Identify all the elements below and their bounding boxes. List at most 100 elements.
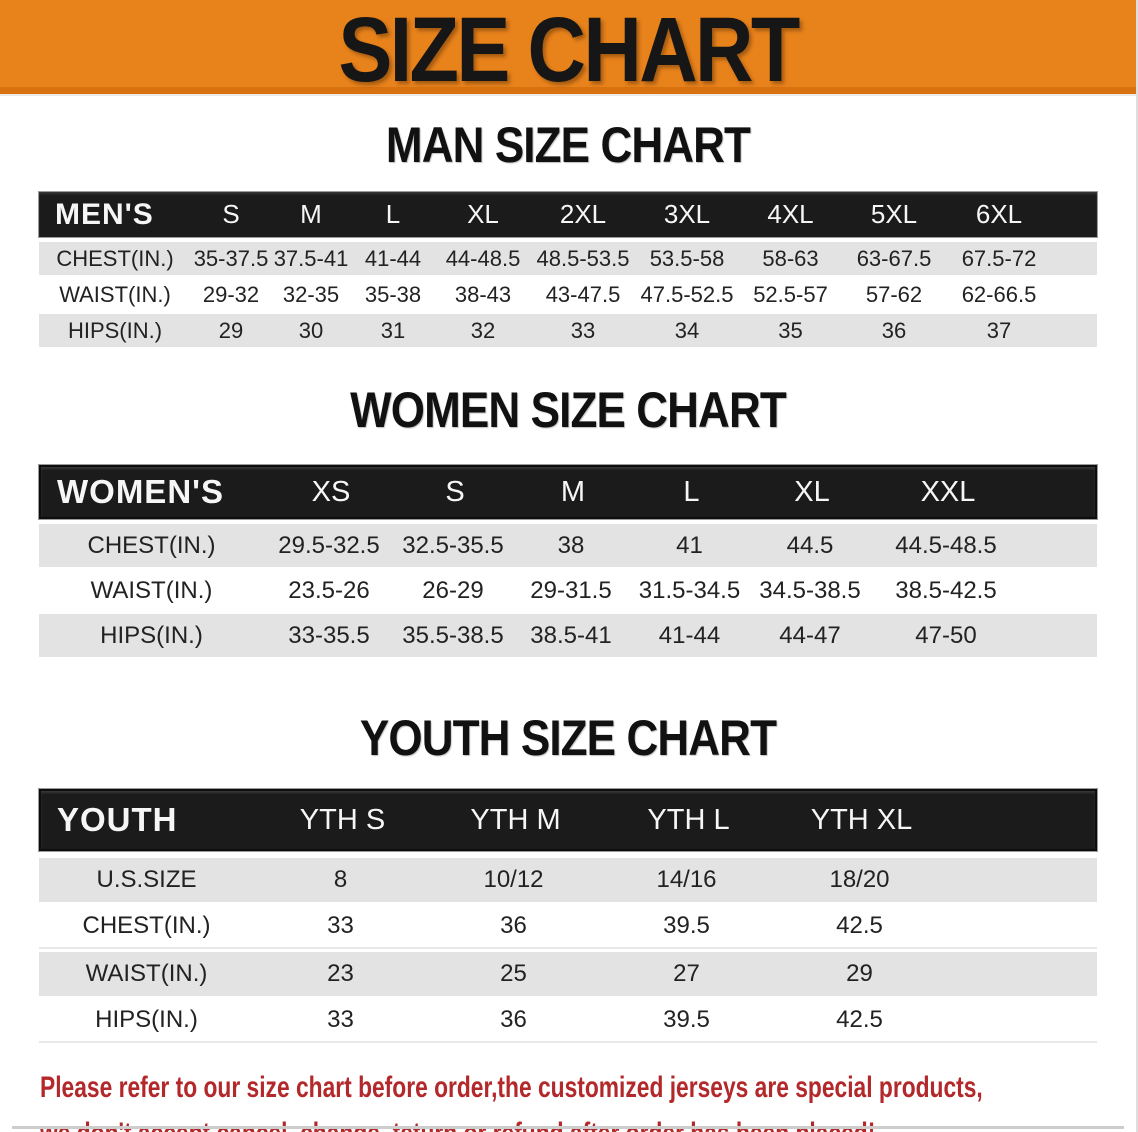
women-row-label: CHEST(IN.) xyxy=(87,531,216,559)
women-table-row: WAIST(IN.) 23.5-26 26-29 29-31.5 31.5-34.5 34… xyxy=(39,569,1097,612)
women-value-cell: 38.5-42.5 xyxy=(895,576,997,604)
youth-header-label: YOUTH xyxy=(57,801,178,838)
men-value-cell: 43-47.5 xyxy=(545,281,621,307)
youth-value-cell: 25 xyxy=(500,960,527,987)
women-value-cell: 31.5-34.5 xyxy=(638,576,741,604)
women-value-cell: 47-50 xyxy=(915,621,977,649)
youth-value-cell: 18/20 xyxy=(829,866,890,893)
men-value-cell: 35 xyxy=(778,317,803,343)
men-section-heading: MAN SIZE CHART xyxy=(385,117,751,173)
women-size-table: WOMEN'S XS S M L XL XXL CHEST(IN.) 29.5-32.5 32.5… xyxy=(39,465,1097,657)
men-table-row: WAIST(IN.) 29-32 32-35 35-38 38-43 43-47.5 47.… xyxy=(39,278,1097,311)
women-value-cell: 44.5-48.5 xyxy=(895,531,997,559)
men-value-cell: 57-62 xyxy=(865,281,923,307)
women-size-column-header: XS xyxy=(311,475,351,508)
women-table-row: HIPS(IN.) 33-35.5 35.5-38.5 38.5-41 41-44 44-… xyxy=(39,614,1097,657)
men-value-cell: 63-67.5 xyxy=(856,245,932,271)
men-size-column-header: 6XL xyxy=(975,199,1023,229)
women-value-cell: 26-29 xyxy=(422,576,484,604)
youth-value-cell: 14/16 xyxy=(656,866,717,893)
youth-value-cell: 33 xyxy=(327,912,354,939)
men-header-label: MEN'S xyxy=(55,197,154,231)
men-row-label: CHEST(IN.) xyxy=(56,245,174,271)
youth-row-label: HIPS(IN.) xyxy=(95,1006,198,1033)
youth-value-cell: 39.5 xyxy=(663,912,710,939)
men-table-row: HIPS(IN.) 29 30 31 32 33 34 35 36 37 xyxy=(39,314,1097,347)
men-row-label: WAIST(IN.) xyxy=(59,281,171,307)
youth-size-table: YOUTH YTH S YTH M YTH L YTH XL U.S.SIZE 8 10/12… xyxy=(39,789,1097,1043)
youth-value-cell: 33 xyxy=(327,1006,354,1033)
banner: SIZE CHART xyxy=(0,0,1136,101)
men-value-cell: 34 xyxy=(674,317,700,343)
footer-notice: Please refer to our size chart before or… xyxy=(0,1065,1136,1132)
men-value-cell: 67.5-72 xyxy=(961,245,1037,271)
section-men: MAN SIZE CHART MEN'S S M L XL 2XL 3XL 4XL 5XL 6XL C… xyxy=(0,116,1136,347)
men-value-cell: 62-66.5 xyxy=(961,281,1037,307)
women-value-cell: 38.5-41 xyxy=(530,621,612,649)
youth-value-cell: 23 xyxy=(327,960,354,987)
youth-table-row: WAIST(IN.) 23 25 27 29 xyxy=(39,952,1097,996)
women-value-cell: 35.5-38.5 xyxy=(402,621,504,649)
men-size-column-header: S xyxy=(222,199,240,229)
men-size-column-header: 4XL xyxy=(767,199,814,229)
sections: MAN SIZE CHART MEN'S S M L XL 2XL 3XL 4XL 5XL 6XL C… xyxy=(0,116,1136,1043)
youth-table-row: HIPS(IN.) 33 36 39.5 42.5 xyxy=(39,999,1097,1043)
men-value-cell: 37.5-41 xyxy=(273,245,349,271)
men-value-cell: 36 xyxy=(881,317,907,343)
youth-value-cell: 8 xyxy=(333,866,348,893)
men-value-cell: 29 xyxy=(218,317,244,343)
men-size-column-header: 5XL xyxy=(870,199,918,229)
men-value-cell: 41-44 xyxy=(364,245,422,271)
men-value-cell: 30 xyxy=(298,317,324,343)
women-value-cell: 41 xyxy=(676,531,703,559)
men-value-cell: 37 xyxy=(986,317,1012,343)
bottom-divider xyxy=(12,1126,1124,1129)
women-row-label: WAIST(IN.) xyxy=(90,576,213,604)
men-value-cell: 53.5-58 xyxy=(649,245,725,271)
men-value-cell: 35-38 xyxy=(364,281,422,307)
men-value-cell: 52.5-57 xyxy=(753,281,828,307)
women-value-cell: 29.5-32.5 xyxy=(278,531,380,559)
youth-section-heading: YOUTH SIZE CHART xyxy=(359,710,777,766)
men-value-cell: 35-37.5 xyxy=(193,245,269,271)
youth-value-cell: 10/12 xyxy=(483,866,544,893)
women-size-column-header: S xyxy=(445,475,465,508)
men-value-cell: 32 xyxy=(470,317,496,343)
men-value-cell: 38-43 xyxy=(454,281,512,307)
women-header-label: WOMEN'S xyxy=(57,473,225,510)
youth-value-cell: 42.5 xyxy=(836,1006,883,1033)
men-value-cell: 31 xyxy=(380,317,406,343)
youth-value-cell: 39.5 xyxy=(663,1006,710,1033)
women-size-column-header: XL xyxy=(794,475,830,508)
youth-value-cell: 36 xyxy=(500,1006,527,1033)
section-women: WOMEN SIZE CHART WOMEN'S XS S M L XL XXL CHEST(I… xyxy=(0,381,1136,657)
youth-table-row: U.S.SIZE 8 10/12 14/16 18/20 xyxy=(39,858,1097,902)
youth-size-column-header: YTH L xyxy=(647,803,730,836)
women-size-column-header: XXL xyxy=(920,475,976,508)
youth-value-cell: 27 xyxy=(673,960,700,987)
women-value-cell: 33-35.5 xyxy=(288,621,370,649)
men-value-cell: 58-63 xyxy=(762,245,819,271)
youth-row-label: U.S.SIZE xyxy=(96,866,197,893)
youth-value-cell: 29 xyxy=(846,960,873,987)
men-value-cell: 48.5-53.5 xyxy=(536,245,630,271)
women-value-cell: 38 xyxy=(557,531,585,559)
men-size-column-header: M xyxy=(300,199,322,229)
women-table-header: WOMEN'S XS S M L XL XXL xyxy=(39,465,1097,519)
men-row-label: HIPS(IN.) xyxy=(67,317,163,343)
youth-row-label: CHEST(IN.) xyxy=(82,912,211,939)
men-size-column-header: XL xyxy=(467,199,499,229)
men-table-header: MEN'S S M L XL 2XL 3XL 4XL 5XL 6XL xyxy=(39,192,1097,237)
youth-value-cell: 42.5 xyxy=(836,912,883,939)
women-value-cell: 32.5-35.5 xyxy=(402,531,504,559)
women-value-cell: 23.5-26 xyxy=(288,576,370,604)
youth-table-row: CHEST(IN.) 33 36 39.5 42.5 xyxy=(39,905,1097,949)
footer-notice-line-1: Please refer to our size chart before or… xyxy=(40,1071,983,1104)
women-value-cell: 44-47 xyxy=(779,621,841,649)
section-youth: YOUTH SIZE CHART YOUTH YTH S YTH M YTH L YTH … xyxy=(0,709,1136,1043)
women-value-cell: 29-31.5 xyxy=(530,576,612,604)
women-table-row: CHEST(IN.) 29.5-32.5 32.5-35.5 38 41 44.5 44.5… xyxy=(39,524,1097,567)
youth-table-header: YOUTH YTH S YTH M YTH L YTH XL xyxy=(39,789,1097,851)
men-value-cell: 33 xyxy=(570,317,596,343)
